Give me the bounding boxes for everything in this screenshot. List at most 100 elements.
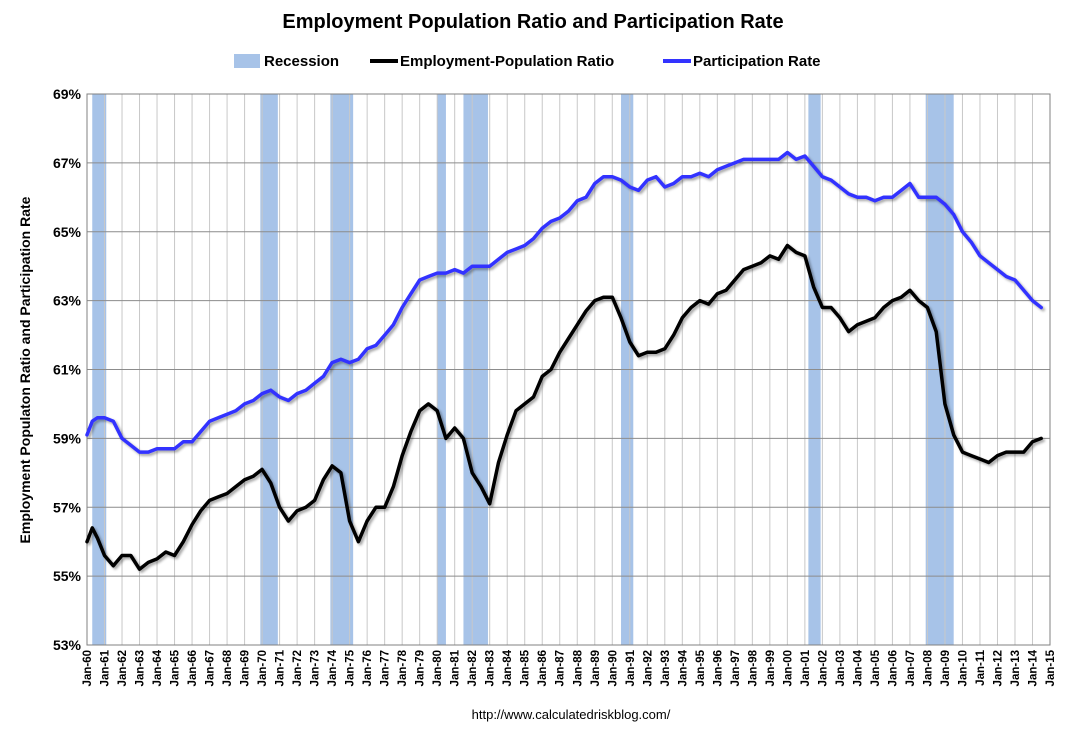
data-point bbox=[471, 471, 474, 474]
data-point bbox=[1022, 289, 1025, 292]
data-point bbox=[112, 564, 115, 567]
data-point bbox=[856, 196, 859, 199]
x-tick-label: Jan-93 bbox=[660, 650, 672, 686]
data-point bbox=[436, 409, 439, 412]
data-point bbox=[882, 306, 885, 309]
data-point bbox=[261, 468, 263, 471]
data-point bbox=[909, 182, 911, 185]
series-layer bbox=[85, 150, 1043, 571]
data-point bbox=[462, 437, 465, 440]
data-point bbox=[742, 268, 745, 271]
data-point bbox=[410, 292, 412, 295]
x-tick-label: Jan-75 bbox=[345, 649, 357, 686]
data-point bbox=[1014, 451, 1016, 454]
data-point bbox=[96, 416, 99, 419]
data-point bbox=[427, 403, 430, 405]
data-point bbox=[357, 540, 360, 543]
x-tick-label: Jan-06 bbox=[887, 650, 899, 686]
data-point bbox=[690, 175, 692, 178]
data-point bbox=[987, 261, 990, 264]
data-point bbox=[418, 279, 421, 281]
data-point bbox=[646, 351, 649, 354]
data-point bbox=[156, 558, 158, 560]
x-tick-label: Jan-88 bbox=[572, 649, 584, 686]
x-tick-label: Jan-08 bbox=[922, 649, 934, 686]
data-point bbox=[480, 265, 482, 268]
data-point bbox=[812, 285, 815, 288]
data-point bbox=[944, 203, 946, 206]
data-point bbox=[637, 189, 640, 192]
x-tick-label: Jan-78 bbox=[397, 649, 409, 686]
x-tick-label: Jan-66 bbox=[187, 650, 199, 686]
x-tick-label: Jan-87 bbox=[555, 650, 567, 686]
data-point bbox=[226, 413, 228, 416]
data-point bbox=[269, 482, 272, 485]
x-tick-label: Jan-10 bbox=[957, 650, 969, 686]
y-tick-label: 69% bbox=[53, 86, 82, 102]
data-point bbox=[917, 196, 920, 199]
data-point bbox=[86, 540, 88, 543]
data-point bbox=[278, 506, 281, 509]
data-point bbox=[532, 237, 535, 240]
y-tick-label: 63% bbox=[53, 293, 82, 309]
data-point bbox=[112, 420, 115, 423]
data-point bbox=[821, 175, 824, 178]
data-point bbox=[1005, 275, 1008, 278]
data-point bbox=[874, 316, 876, 319]
legend-label: Participation Rate bbox=[693, 53, 821, 70]
data-point bbox=[593, 182, 596, 185]
data-point bbox=[681, 175, 684, 178]
data-point bbox=[217, 416, 220, 419]
x-axis-ticks: Jan-60 Jan-61 Jan-62 Jan-63 Jan-64 Jan-65 Jan-… bbox=[82, 649, 1057, 686]
data-point bbox=[313, 499, 316, 502]
x-tick-label: Jan-85 bbox=[520, 649, 532, 686]
data-point bbox=[488, 502, 491, 505]
data-point bbox=[970, 454, 973, 457]
data-point bbox=[760, 261, 762, 264]
x-tick-label: Jan-80 bbox=[432, 650, 444, 686]
data-point bbox=[558, 217, 561, 219]
data-point bbox=[199, 509, 202, 512]
data-point bbox=[261, 392, 263, 395]
data-point bbox=[751, 158, 754, 161]
y-tick-label: 65% bbox=[53, 224, 82, 240]
data-point bbox=[287, 399, 290, 402]
x-tick-label: Jan-62 bbox=[117, 650, 129, 686]
data-point bbox=[768, 158, 771, 161]
x-tick-label: Jan-07 bbox=[905, 650, 917, 686]
data-point bbox=[1005, 451, 1008, 454]
data-point bbox=[838, 186, 841, 188]
data-point bbox=[436, 272, 439, 274]
data-point bbox=[663, 347, 666, 350]
legend: Recession Employment-Population Ratio Part… bbox=[234, 53, 821, 70]
data-point bbox=[532, 396, 535, 398]
y-tick-label: 61% bbox=[53, 362, 82, 378]
data-point bbox=[523, 244, 526, 247]
data-point bbox=[129, 444, 132, 447]
data-point bbox=[103, 416, 106, 419]
data-point bbox=[375, 344, 377, 347]
data-point bbox=[392, 323, 395, 326]
x-tick-label: Jan-97 bbox=[730, 650, 742, 686]
data-point bbox=[620, 179, 622, 181]
data-point bbox=[234, 409, 237, 412]
data-point bbox=[252, 475, 255, 478]
data-point bbox=[812, 165, 815, 168]
x-tick-label: Jan-68 bbox=[222, 649, 234, 686]
data-point bbox=[182, 540, 185, 543]
data-point bbox=[445, 437, 447, 440]
grid-layer bbox=[86, 93, 1051, 646]
x-tick-label: Jan-04 bbox=[852, 649, 864, 686]
data-point bbox=[891, 299, 894, 302]
data-point bbox=[900, 189, 903, 192]
x-tick-label: Jan-05 bbox=[870, 649, 882, 686]
x-tick-label: Jan-74 bbox=[327, 649, 339, 686]
x-tick-label: Jan-65 bbox=[170, 649, 182, 686]
data-point bbox=[462, 272, 465, 274]
data-point bbox=[445, 272, 447, 274]
data-point bbox=[313, 382, 316, 385]
data-point bbox=[173, 447, 176, 450]
data-point bbox=[716, 168, 719, 171]
data-point bbox=[690, 306, 692, 309]
x-tick-label: Jan-95 bbox=[695, 649, 707, 686]
